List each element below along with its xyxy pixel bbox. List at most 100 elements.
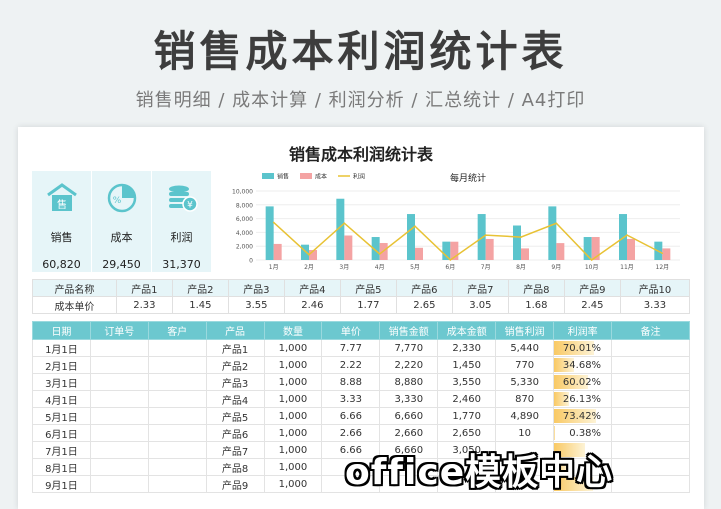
cell-cost: 3,550 <box>437 373 497 391</box>
x-tick-label: 2月 <box>304 264 314 271</box>
unit-cost-row: 成本单价 2.33 1.45 3.55 2.46 1.77 2.65 3.05 1.68 2.4… <box>32 296 691 314</box>
cell-date: 1月1日 <box>32 339 91 357</box>
x-tick-label: 1月 <box>269 264 279 271</box>
x-tick-label: 4月 <box>375 264 385 271</box>
cell-date: 8月1日 <box>32 458 91 476</box>
legend-label: 销售 <box>277 173 289 181</box>
bar-sales <box>265 206 274 260</box>
bar-sales <box>407 214 415 260</box>
page-subtitle: 销售明细 / 成本计算 / 利润分析 / 汇总统计 / A4打印 <box>135 90 586 111</box>
bar-cost <box>415 247 423 260</box>
bar-cost <box>556 243 565 260</box>
product-name-cell: 产品6 <box>395 279 453 297</box>
cell-qty: 1,000 <box>263 424 323 442</box>
bar-sales <box>336 198 345 260</box>
spreadsheet-sheet: 销售成本利润统计表 售 销售 60,820 % 成本 29,450 <box>18 127 704 509</box>
bar-cost <box>485 238 494 260</box>
cell-note <box>611 373 690 391</box>
row-label: 成本单价 <box>32 296 117 314</box>
cell-price: 8.88 <box>321 373 381 391</box>
legend-swatch <box>300 173 312 179</box>
rate-bar <box>554 341 594 355</box>
cell-date: 6月1日 <box>32 424 91 442</box>
x-tick-label: 6月 <box>445 264 455 271</box>
column-header: 销售金额 <box>379 321 439 340</box>
profit-line <box>273 221 663 261</box>
rate-bar <box>554 392 569 406</box>
cell-order <box>89 407 149 425</box>
cell-product: 产品8 <box>205 458 265 476</box>
x-tick-label: 3月 <box>339 264 349 271</box>
cell-qty: 1,000 <box>263 475 323 493</box>
cell-sales: 2,660 <box>379 424 439 442</box>
bar-sales <box>513 225 521 260</box>
cell-date: 2月1日 <box>32 356 91 374</box>
kpi-profit: ¥ 利润 31,370 <box>152 171 212 272</box>
cell-date: 4月1日 <box>32 390 91 408</box>
product-name-cell: 产品5 <box>339 279 397 297</box>
cell-order <box>89 339 149 357</box>
cell-cost: 2,650 <box>437 424 497 442</box>
rate-text: 73.42% <box>562 410 602 422</box>
rate-text: 26.13% <box>562 393 602 405</box>
y-tick-label: 0 <box>249 258 253 265</box>
rate-text: 0.38% <box>569 427 602 439</box>
bar-cost <box>627 238 635 260</box>
unit-cost-cell: 2.33 <box>115 296 173 314</box>
product-cost-table: 产品名称 产品1 产品2 产品3 产品4 产品5 产品6 产品7 产品8 产品9 产品10 成本单… <box>32 279 691 314</box>
x-tick-label: 12月 <box>656 264 670 271</box>
cell-product: 产品1 <box>205 339 265 357</box>
cell-rate: 0.38% <box>553 424 613 442</box>
unit-cost-cell: 2.65 <box>395 296 453 314</box>
cell-profit: 10 <box>495 424 555 442</box>
table-row: 5月1日 产品5 1,000 6.66 6,660 1,770 4,890 73.42% <box>32 407 690 425</box>
rate-text: 34.68% <box>562 359 602 371</box>
table-row: 7月1日 产品7 1,000 6.66 6,660 3,050 <box>32 441 690 459</box>
profit-point <box>555 222 558 225</box>
cell-sales: 3,330 <box>379 390 439 408</box>
unit-cost-cell: 1.77 <box>339 296 397 314</box>
legend-label: 成本 <box>315 173 327 181</box>
row-label: 产品名称 <box>32 279 117 297</box>
cell-order <box>89 373 149 391</box>
cell-cost: 1,450 <box>437 356 497 374</box>
cell-rate: 26.13% <box>553 390 613 408</box>
kpi-label: 销售 <box>50 231 73 244</box>
pie-chart-icon: % <box>107 183 136 213</box>
cell-note <box>611 390 690 408</box>
profit-point <box>520 236 522 238</box>
x-tick-label: 7月 <box>481 264 491 271</box>
table-row: 3月1日 产品3 1,000 8.88 8,880 3,550 5,330 60.02% <box>32 373 690 391</box>
y-tick-label: 4,000 <box>236 230 253 237</box>
cell-cost: 2,460 <box>437 390 497 408</box>
unit-cost-cell: 3.05 <box>451 296 509 314</box>
bar-cost <box>521 248 529 260</box>
column-header: 销售利润 <box>495 321 555 340</box>
page-title: 销售成本利润统计表 <box>153 27 568 76</box>
cell-customer <box>147 356 207 374</box>
cell-price: 3.33 <box>321 390 381 408</box>
cell-qty: 1,000 <box>263 458 323 476</box>
kpi-label: 利润 <box>170 231 193 244</box>
profit-point <box>626 234 628 236</box>
coin-icon-text: ¥ <box>187 201 193 211</box>
profit-point <box>378 253 381 255</box>
bar-cost <box>344 235 353 260</box>
cell-product: 产品6 <box>205 424 265 442</box>
product-name-cell: 产品9 <box>563 279 621 297</box>
legend-label: 利润 <box>353 173 365 181</box>
cell-note <box>611 424 690 442</box>
cell-rate: 70.01% <box>553 339 613 357</box>
table-row: 9月1日 产品9 1,000 <box>32 475 690 493</box>
cell-customer <box>147 458 207 476</box>
cell-rate <box>553 475 613 493</box>
rate-text: 70.01% <box>562 342 602 354</box>
column-header: 产品 <box>205 321 265 340</box>
profit-point <box>661 252 664 255</box>
cell-customer <box>147 339 207 357</box>
cell-rate: 73.42% <box>553 407 613 425</box>
cell-customer <box>147 373 207 391</box>
rate-bar <box>554 443 585 457</box>
shop-icon-text: 售 <box>57 198 67 211</box>
kpi-label: 成本 <box>110 231 133 244</box>
